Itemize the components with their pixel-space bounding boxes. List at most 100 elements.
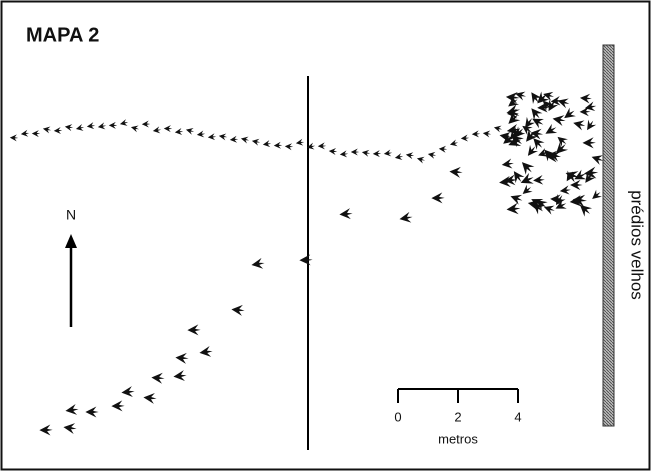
footprint xyxy=(111,400,125,412)
footprint xyxy=(383,149,393,157)
footprint xyxy=(526,129,538,142)
footprint xyxy=(543,205,555,215)
footprint xyxy=(251,257,265,269)
footprint xyxy=(394,153,404,160)
footprint xyxy=(39,424,53,436)
footprint xyxy=(438,145,448,153)
footprint xyxy=(141,120,151,128)
footprint xyxy=(531,108,543,121)
footprint xyxy=(108,121,118,129)
footprint xyxy=(530,128,544,140)
scale-tick-label: 4 xyxy=(514,409,521,424)
footprint xyxy=(506,104,521,116)
footprint xyxy=(75,124,85,131)
footprint xyxy=(273,141,283,149)
footprint xyxy=(506,124,520,135)
footprint xyxy=(196,130,206,138)
footprint xyxy=(573,120,586,131)
footprints xyxy=(9,91,604,436)
footprint xyxy=(175,352,189,364)
footprint xyxy=(471,130,481,138)
footprint xyxy=(306,142,316,150)
footprint xyxy=(399,211,413,223)
footprint xyxy=(229,135,239,143)
footprint xyxy=(564,107,576,119)
footprint xyxy=(42,126,52,134)
footprint xyxy=(339,150,349,158)
footprint xyxy=(130,125,140,133)
footprint xyxy=(231,304,245,316)
footprint xyxy=(299,254,313,266)
scale-tick-label: 2 xyxy=(454,409,461,424)
footprint xyxy=(86,122,96,130)
footprint xyxy=(317,142,327,150)
footprint xyxy=(240,136,250,144)
footprint xyxy=(557,136,568,147)
footprint xyxy=(328,148,338,156)
footprint xyxy=(449,166,463,178)
footprint xyxy=(174,128,184,135)
footprint xyxy=(566,170,576,182)
footprint xyxy=(508,96,520,107)
footprint xyxy=(532,203,545,215)
north-arrow xyxy=(65,234,77,327)
footprint xyxy=(548,99,559,112)
footprint xyxy=(482,130,492,138)
footprint xyxy=(63,423,77,435)
footprint xyxy=(544,149,556,162)
footprint xyxy=(151,372,165,384)
footprint xyxy=(574,169,587,180)
footprint xyxy=(262,140,272,148)
footprint xyxy=(152,126,162,134)
footprint xyxy=(542,100,554,112)
footprint xyxy=(9,134,19,142)
footprint xyxy=(537,102,550,113)
footprint xyxy=(583,166,599,179)
footprint xyxy=(522,125,533,136)
footprint xyxy=(501,158,514,169)
footprint xyxy=(509,129,520,140)
footprint xyxy=(350,148,360,156)
footprint xyxy=(513,171,525,184)
footprint xyxy=(527,144,539,156)
footprint xyxy=(207,133,217,141)
footprint xyxy=(591,155,604,165)
scale-bar xyxy=(397,388,519,403)
footprint xyxy=(543,91,554,101)
scale-unit: metros xyxy=(438,431,478,446)
footprint xyxy=(538,148,549,157)
footprint xyxy=(504,174,518,186)
footprint xyxy=(199,345,213,357)
footprint xyxy=(163,125,173,133)
footprint xyxy=(587,119,597,131)
footprint xyxy=(85,406,99,418)
footprint xyxy=(185,128,195,135)
footprint xyxy=(592,189,602,200)
footprint xyxy=(582,137,596,149)
footprint xyxy=(499,132,512,143)
footprint xyxy=(431,192,445,204)
building-wall xyxy=(602,44,615,427)
footprint xyxy=(506,202,521,215)
footprint xyxy=(372,150,382,158)
footprint xyxy=(555,141,569,154)
footprint xyxy=(515,91,527,101)
footprint xyxy=(361,149,371,157)
footprint xyxy=(522,184,533,195)
footprint xyxy=(119,119,129,126)
footprint xyxy=(427,151,437,159)
footprint xyxy=(510,194,523,205)
footprint xyxy=(97,122,107,130)
footprint xyxy=(121,386,135,398)
footprint xyxy=(532,118,544,129)
footprint xyxy=(579,204,593,217)
footprint xyxy=(520,172,534,184)
footprint xyxy=(555,194,566,206)
footprint xyxy=(173,370,187,382)
footprint xyxy=(295,138,305,146)
footprint xyxy=(449,139,459,147)
footprint xyxy=(552,115,566,126)
footprint xyxy=(493,125,503,133)
